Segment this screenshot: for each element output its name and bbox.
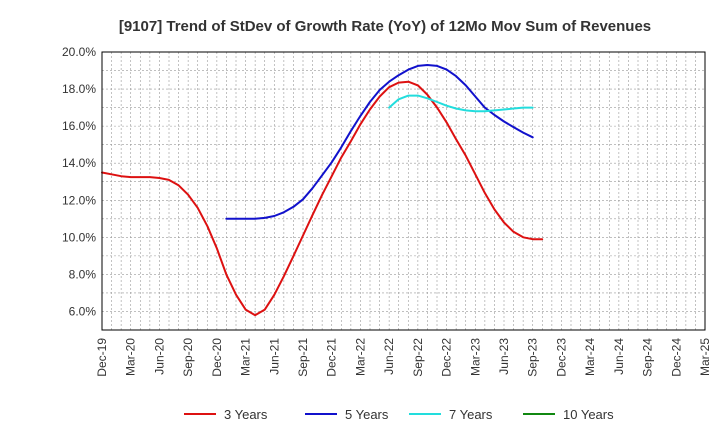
series-line-7-years bbox=[388, 94, 534, 113]
x-tick-label: Dec-21 bbox=[325, 338, 339, 377]
x-tick-label: Dec-22 bbox=[440, 338, 454, 377]
x-tick-label: Sep-21 bbox=[296, 338, 310, 377]
x-tick-label: Mar-25 bbox=[698, 338, 712, 376]
y-axis-ticks: 6.0% 8.0% 10.0% 12.0% 14.0% 16.0% 18.0% 20.0% bbox=[62, 45, 96, 318]
plot-area bbox=[102, 52, 705, 330]
series-lines bbox=[101, 64, 544, 317]
x-tick-label: Dec-19 bbox=[95, 338, 109, 377]
x-tick-label: Jun-21 bbox=[267, 338, 281, 375]
x-tick-label: Sep-24 bbox=[641, 338, 655, 377]
x-tick-label: Dec-20 bbox=[210, 338, 224, 377]
x-tick-label: Mar-24 bbox=[583, 338, 597, 376]
x-tick-label: Mar-22 bbox=[353, 338, 367, 376]
x-axis-ticks: Dec-19 Mar-20 Jun-20 Sep-20 Dec-20 Mar-21 Jun-… bbox=[95, 338, 712, 377]
legend-label-10-years: 10 Years bbox=[563, 407, 614, 422]
legend-label-5-years: 5 Years bbox=[345, 407, 389, 422]
series-line-3-years bbox=[101, 80, 544, 317]
x-tick-label: Sep-22 bbox=[411, 338, 425, 377]
x-tick-label: Jun-22 bbox=[382, 338, 396, 375]
legend-label-3-years: 3 Years bbox=[224, 407, 268, 422]
grid-lines bbox=[102, 52, 705, 330]
x-tick-label: Mar-20 bbox=[124, 338, 138, 376]
chart-title: [9107] Trend of StDev of Growth Rate (Yo… bbox=[119, 18, 651, 35]
y-tick-label: 8.0% bbox=[69, 267, 97, 281]
x-tick-label: Mar-23 bbox=[468, 338, 482, 376]
series-line-5-years bbox=[225, 64, 534, 220]
y-tick-label: 18.0% bbox=[62, 82, 96, 96]
legend: 3 Years 5 Years 7 Years 10 Years bbox=[184, 407, 614, 422]
x-tick-label: Sep-23 bbox=[526, 338, 540, 377]
x-tick-label: Jun-20 bbox=[152, 338, 166, 375]
x-tick-label: Dec-23 bbox=[554, 338, 568, 377]
y-tick-label: 14.0% bbox=[62, 156, 96, 170]
plot-frame bbox=[101, 51, 706, 331]
x-tick-label: Dec-24 bbox=[669, 338, 683, 377]
y-tick-label: 16.0% bbox=[62, 119, 96, 133]
x-tick-label: Jun-23 bbox=[497, 338, 511, 375]
y-tick-label: 20.0% bbox=[62, 45, 96, 59]
x-tick-label: Sep-20 bbox=[181, 338, 195, 377]
legend-label-7-years: 7 Years bbox=[449, 407, 493, 422]
y-tick-label: 6.0% bbox=[69, 304, 97, 318]
y-tick-label: 12.0% bbox=[62, 193, 96, 207]
y-tick-label: 10.0% bbox=[62, 230, 96, 244]
x-tick-label: Mar-21 bbox=[239, 338, 253, 376]
x-tick-label: Jun-24 bbox=[612, 338, 626, 375]
